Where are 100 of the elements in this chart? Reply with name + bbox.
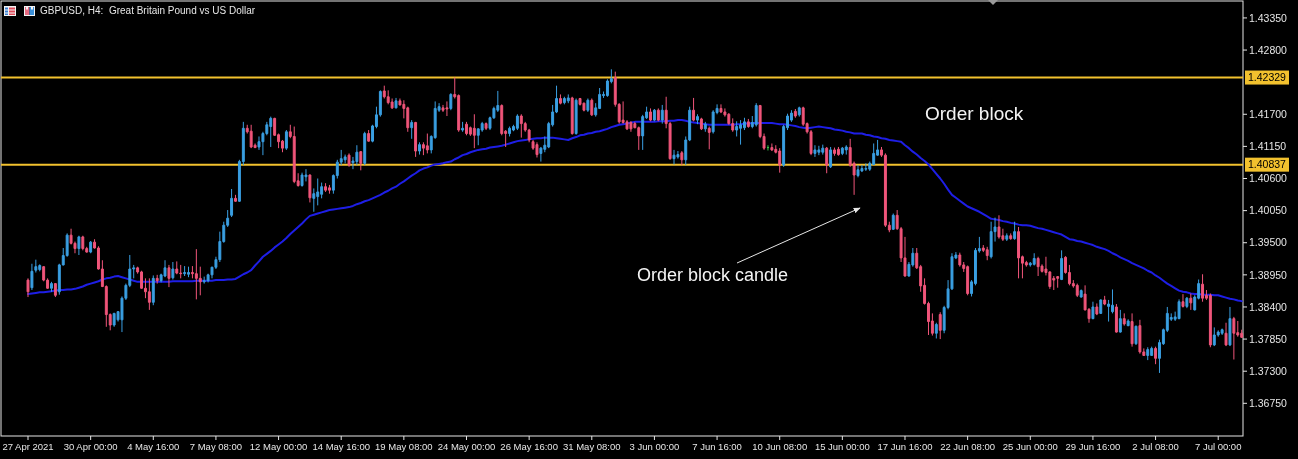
candlestick <box>171 261 175 281</box>
candlestick <box>50 281 53 293</box>
candlestick <box>1181 293 1185 309</box>
candlestick <box>590 98 594 117</box>
candlestick <box>562 96 566 105</box>
y-tick-label: 1.40050 <box>1249 204 1288 217</box>
candlestick <box>778 147 782 174</box>
candlestick <box>1208 293 1212 348</box>
candlestick <box>864 162 868 172</box>
candlestick <box>652 108 656 122</box>
candlestick <box>328 184 331 195</box>
candlestick <box>637 126 641 151</box>
candlestick <box>938 311 942 340</box>
candlestick <box>386 89 390 105</box>
candlestick <box>840 146 844 156</box>
candlestick <box>1013 221 1017 241</box>
y-tick-label: 1.38400 <box>1249 300 1288 313</box>
candlestick <box>167 264 171 288</box>
candlestick <box>26 277 30 298</box>
candlestick <box>558 93 562 105</box>
candlestick <box>89 240 93 254</box>
candlestick <box>570 96 574 136</box>
candlestick <box>1091 301 1095 320</box>
candlestick <box>825 146 829 174</box>
candlestick <box>989 221 993 259</box>
candlestick <box>202 276 206 285</box>
x-tick-label: 14 May 16:00 <box>312 441 370 452</box>
ref-line-label: 1.42329 <box>1248 71 1287 84</box>
candlestick <box>300 172 304 188</box>
y-tick-label: 1.39500 <box>1249 236 1288 249</box>
x-tick-label: 7 Jun 16:00 <box>692 441 742 452</box>
candlestick <box>676 150 680 160</box>
candlestick <box>891 213 895 231</box>
candlestick <box>672 149 676 165</box>
candlestick <box>179 264 183 279</box>
x-tick-label: 27 Apr 2021 <box>2 441 54 452</box>
x-tick-label: 10 Jun 08:00 <box>752 441 808 452</box>
x-tick-label: 31 May 08:00 <box>562 441 621 452</box>
candlestick <box>821 144 825 156</box>
candlestick <box>234 194 237 203</box>
x-tick-label: 25 Jun 00:00 <box>1002 441 1058 452</box>
candlestick <box>53 282 57 298</box>
candlestick <box>1189 293 1193 311</box>
candlestick <box>1177 298 1181 320</box>
candlestick <box>1009 232 1013 241</box>
candlestick <box>1201 273 1205 303</box>
candlestick <box>1079 288 1083 299</box>
x-tick-label: 3 Jun 00:00 <box>629 441 680 452</box>
candlestick <box>1138 319 1142 355</box>
candlestick <box>355 144 359 166</box>
candlestick <box>1060 249 1064 281</box>
candlestick <box>574 98 578 136</box>
candlestick <box>1146 346 1150 361</box>
candlestick <box>934 322 938 339</box>
candlestick <box>284 129 288 151</box>
candlestick <box>465 121 468 136</box>
candlestick <box>414 121 418 158</box>
candlestick <box>660 104 664 125</box>
candlestick <box>844 144 848 156</box>
annotation: Order block <box>925 103 1024 124</box>
candlestick <box>1036 256 1040 277</box>
candlestick <box>692 97 696 122</box>
candlestick <box>582 102 586 112</box>
candlestick <box>163 259 167 278</box>
candlestick <box>1052 275 1056 291</box>
candlestick <box>680 150 684 166</box>
candlestick <box>707 126 711 150</box>
candlestick <box>347 152 351 168</box>
candlestick <box>836 146 840 157</box>
candlestick <box>292 126 296 184</box>
candlestick <box>30 263 34 291</box>
candlestick <box>535 141 539 158</box>
x-tick-label: 7 Jul 00:00 <box>1194 441 1242 452</box>
x-tick-label: 12 May 00:00 <box>249 441 308 452</box>
candlestick <box>860 164 864 173</box>
annotation: Order block candle <box>637 265 789 285</box>
candlestick <box>797 106 801 118</box>
candlestick <box>77 235 81 256</box>
candlestick <box>1095 302 1099 316</box>
candlestick <box>257 135 261 151</box>
candlestick <box>418 141 421 156</box>
candlestick <box>754 102 758 128</box>
x-tick-label: 30 Apr 00:00 <box>63 441 118 452</box>
y-tick-label: 1.40600 <box>1249 172 1288 185</box>
candlestick <box>472 113 476 149</box>
candlestick <box>1122 312 1126 327</box>
candlestick <box>1185 296 1189 309</box>
candlestick <box>739 119 743 146</box>
candlestick <box>1118 309 1122 334</box>
candlestick <box>813 144 817 158</box>
chart-title: GBPUSD, H4: Great Britain Pound vs US Dollar <box>40 5 256 16</box>
candlestick <box>194 248 198 300</box>
candlestick <box>1232 316 1236 361</box>
candlestick <box>519 113 523 139</box>
candlestick <box>586 98 590 113</box>
candlestick <box>1099 298 1103 315</box>
candlestick <box>793 108 797 119</box>
x-tick-label: 17 Jun 16:00 <box>877 441 933 452</box>
x-tick-label: 2 Jul 08:00 <box>1132 441 1179 452</box>
candlestick <box>566 93 570 104</box>
